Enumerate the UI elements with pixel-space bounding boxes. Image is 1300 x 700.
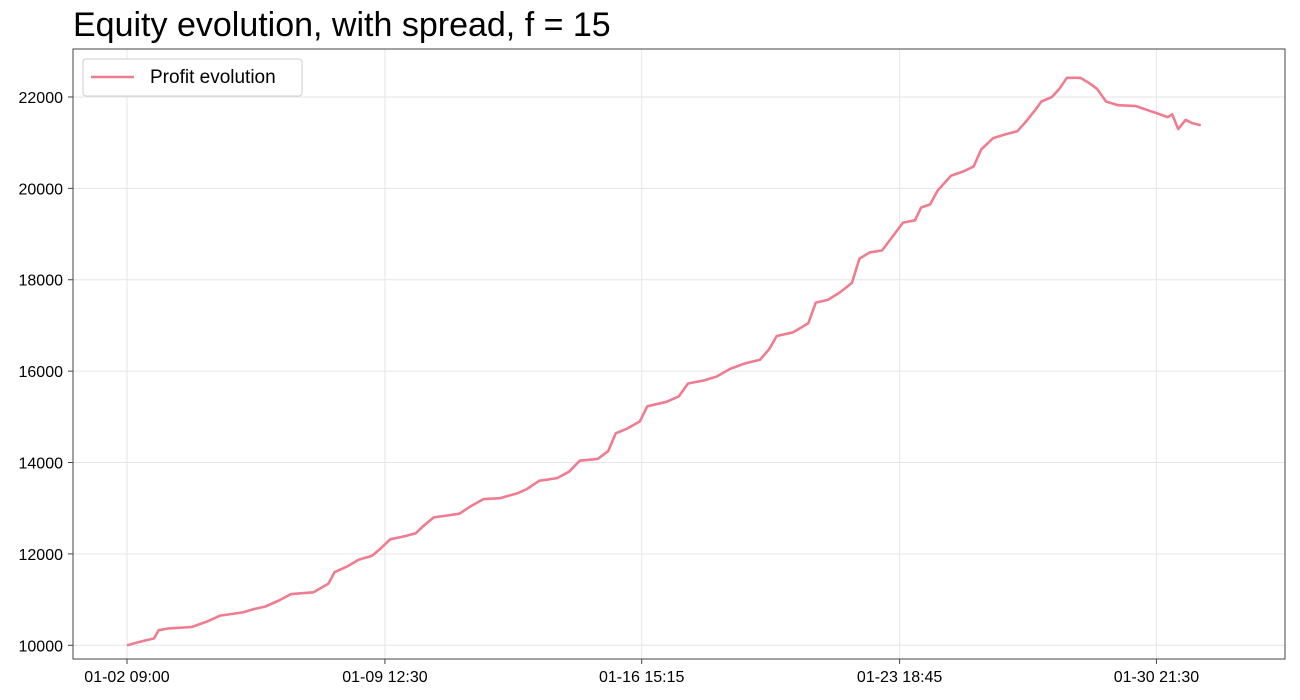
y-axis: 10000 12000 14000 16000 18000 20000 22000 [19,90,73,655]
y-tick-label: 18000 [19,273,64,290]
series-line [126,76,1202,647]
chart-title: Equity evolution, with spread, f = 15 [73,6,611,44]
x-tick-label: 01-02 09:00 [84,669,170,686]
legend-box [82,58,303,97]
x-tick-label: 01-30 21:30 [1114,669,1200,686]
y-tick-label: 22000 [19,90,64,107]
x-tick-label: 01-16 15:15 [599,669,685,686]
x-axis: 01-02 09:00 01-09 12:30 01-16 15:15 01-23 1… [84,659,1199,686]
x-tick-label: 01-23 18:45 [857,669,943,686]
y-tick-label: 12000 [19,547,64,564]
grid [73,49,1285,659]
legend: Profit evolution [82,58,303,97]
x-tick-label: 01-09 12:30 [342,669,428,686]
y-tick-label: 20000 [19,181,64,198]
plot-frame [72,48,1286,660]
legend-label: Profit evolution [150,67,276,88]
y-tick-label: 14000 [19,456,64,473]
y-tick-label: 16000 [19,364,64,381]
y-tick-label: 10000 [19,638,64,655]
